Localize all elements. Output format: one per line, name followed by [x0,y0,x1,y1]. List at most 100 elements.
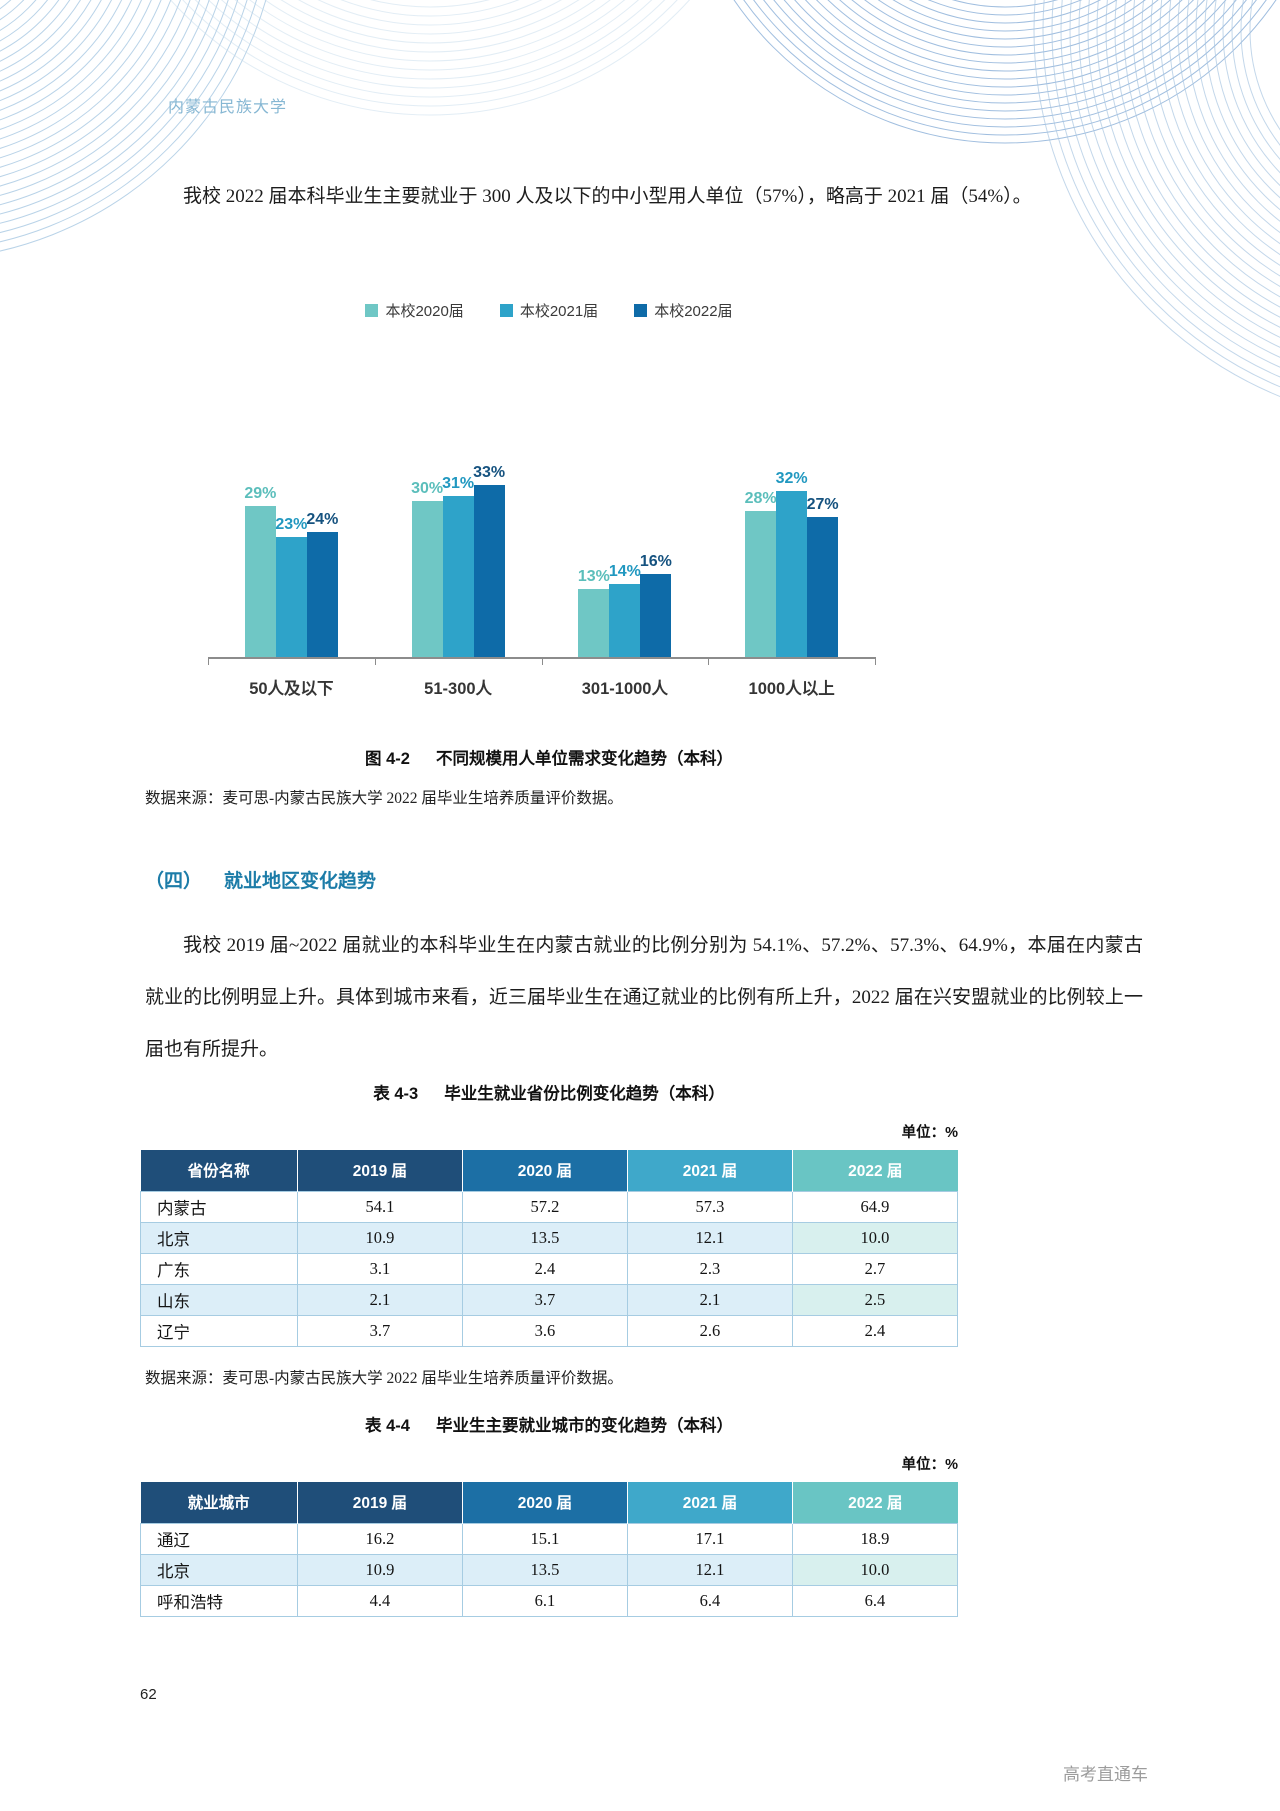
page-header-brand: 内蒙古民族大学 [168,99,288,116]
table-header-cell: 就业城市 [140,1482,298,1523]
table-row: 广东 3.1 2.4 2.3 2.7 [140,1252,959,1285]
legend-swatch [499,304,513,317]
bar-column: 16% [640,329,672,657]
table-cell: 64.9 [791,1190,959,1223]
bar [776,490,808,657]
table-cell: 通辽 [140,1522,298,1555]
table-cell: 10.9 [296,1221,463,1254]
table-cell: 2.3 [626,1252,793,1285]
category-label: 50人及以下 [249,680,334,698]
table-row: 内蒙古 54.1 57.2 57.3 64.9 [140,1190,959,1223]
table-cell: 2.7 [791,1252,959,1285]
table-cell: 2.4 [791,1314,959,1347]
bar-column: 29% [244,329,277,657]
category-label: 1000人以上 [748,680,835,698]
table-cell: 3.7 [296,1314,463,1347]
table-cell: 山东 [140,1283,298,1316]
chart-group: 29% 23% 24% [208,329,375,657]
bar-value-label: 13% [577,568,610,586]
table-header-cell: 2019 届 [297,1150,463,1191]
table-cell: 辽宁 [140,1314,298,1347]
table-cell: 17.1 [626,1522,793,1555]
table-cell: 13.5 [461,1221,628,1254]
legend-item: 本校2022届 [634,300,733,321]
section-title: 就业地区变化趋势 [224,871,377,892]
table-row: 呼和浩特 4.4 6.1 6.4 6.4 [140,1584,959,1617]
page-number: 62 [140,1686,157,1703]
table-cell: 3.1 [296,1252,463,1285]
table-cell: 57.3 [626,1190,793,1223]
table-cell: 2.6 [626,1314,793,1347]
bar [473,485,505,657]
legend-item: 本校2021届 [499,300,598,321]
bar-column: 27% [806,329,839,657]
table-cell: 6.1 [461,1584,628,1617]
figure-caption-label: 图 4-2 [365,750,410,768]
table-cell: 10.9 [296,1553,463,1586]
category-label: 51-300人 [424,680,493,698]
table-cell: 3.6 [461,1314,628,1347]
table-cell: 15.1 [461,1522,628,1555]
bar [275,537,307,657]
table-row: 北京 10.9 13.5 12.1 10.0 [140,1221,959,1254]
table-header-cell: 2020 届 [462,1482,628,1523]
figure-data-source: 数据来源：麦可思-内蒙古民族大学 2022 届毕业生培养质量评价数据。 [145,790,623,807]
table-header-cell: 2022 届 [792,1482,958,1523]
table-cell: 16.2 [296,1522,463,1555]
table1-data-source: 数据来源：麦可思-内蒙古民族大学 2022 届毕业生培养质量评价数据。 [145,1370,623,1387]
bar-column: 30% [411,329,443,657]
table-cell: 18.9 [791,1522,959,1555]
figure-caption-title: 不同规模用人单位需求变化趋势（本科） [435,750,733,768]
bar-value-label: 33% [473,464,506,482]
table1-caption-label: 表 4-3 [373,1085,419,1103]
bar-column: 13% [577,329,610,657]
bar-value-label: 14% [608,563,641,581]
chart-legend: 本校2020届 本校2021届 本校2022届 [140,300,958,321]
bar [244,506,276,657]
bar-column: 14% [608,329,641,657]
table2-caption: 表 4-4 毕业生主要就业城市的变化趋势（本科） [140,1412,958,1436]
bar-column: 33% [473,329,506,657]
bar-value-label: 28% [744,490,777,508]
legend-label: 本校2020届 [385,303,464,320]
table-cell: 2.5 [791,1283,959,1316]
table-cell: 内蒙古 [140,1190,298,1223]
chart-group: 13% 14% 16% [542,329,709,657]
axis-tick [541,657,543,665]
table2-caption-title: 毕业生主要就业城市的变化趋势（本科） [435,1417,733,1435]
bar-value-label: 27% [806,495,839,513]
table2-caption-label: 表 4-4 [365,1417,410,1435]
table-header-cell: 2022 届 [792,1150,958,1191]
bar-value-label: 29% [244,485,277,503]
table1-caption-title: 毕业生就业省份比例变化趋势（本科） [444,1085,725,1103]
table-cell: 4.4 [296,1584,463,1617]
table-cell: 6.4 [791,1584,959,1617]
axis-tick [208,657,209,665]
section-heading: （四） 就业地区变化趋势 [145,866,376,893]
axis-tick [708,657,710,665]
table-header-cell: 省份名称 [140,1150,298,1191]
chart-group: 30% 31% 33% [375,329,542,657]
table-cell: 北京 [140,1553,298,1586]
table-row: 北京 10.9 13.5 12.1 10.0 [140,1553,959,1586]
axis-tick [374,657,376,665]
chart-plot-area: 29% 23% 24% 30% 31% 33% 13% 14% 16% 28% 32% 27% [208,329,876,665]
table-cell: 10.0 [791,1553,959,1586]
bar [609,584,641,657]
table-cell: 3.7 [461,1283,628,1316]
bar-column: 32% [776,329,808,657]
table-header-row: 省份名称 2019 届 2020 届 2021 届 2022 届 [140,1150,958,1191]
table-cell: 13.5 [461,1553,628,1586]
bar-value-label: 23% [275,516,308,534]
bar [807,516,839,657]
legend-swatch [365,304,379,317]
bar-value-label: 31% [442,474,475,492]
paragraph-employer-size: 我校 2022 届本科毕业生主要就业于 300 人及以下的中小型用人单位（57%… [183,186,1032,207]
table-cell: 呼和浩特 [140,1584,298,1617]
bar [745,511,777,657]
legend-swatch [634,304,648,317]
bar [306,532,338,657]
table-cell: 57.2 [461,1190,628,1223]
bar-column: 31% [442,329,475,657]
table2-unit-label: 单位：% [901,1457,958,1473]
